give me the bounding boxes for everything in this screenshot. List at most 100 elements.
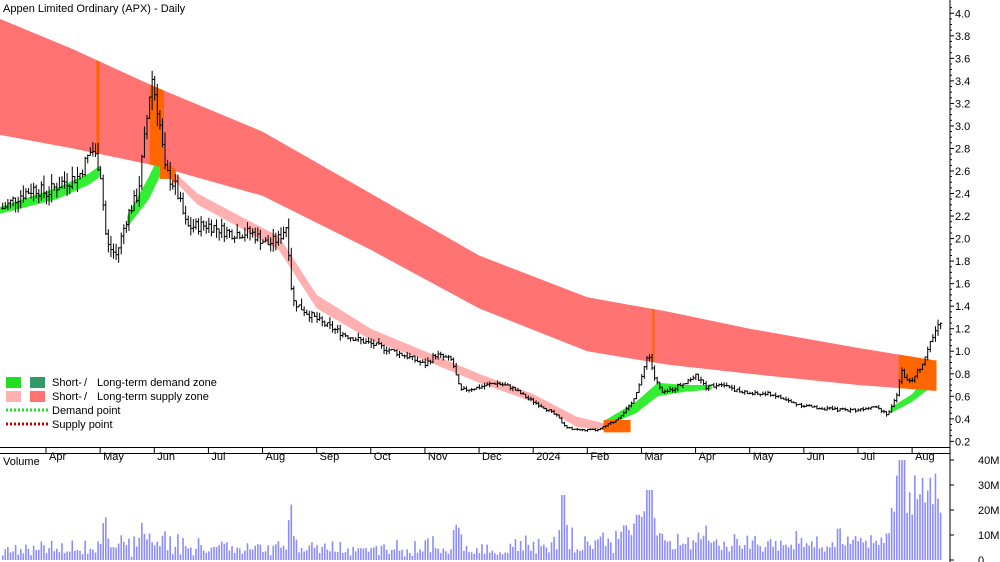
short-overlap-zone-0 [159, 165, 176, 185]
volume-bar [43, 545, 45, 560]
month-label: Apr [699, 451, 716, 463]
month-label: Jul [861, 451, 875, 463]
volume-bar [406, 549, 409, 560]
price-tick-label: 2.4 [955, 189, 970, 201]
volume-bar [880, 537, 883, 560]
volume-bar [148, 533, 151, 560]
volume-bar [816, 536, 818, 560]
volume-bar [664, 540, 666, 560]
volume-bar [318, 553, 321, 560]
volume-bar [558, 530, 561, 560]
volume-bar [890, 507, 893, 560]
volume-bar [262, 552, 264, 560]
volume-bar [790, 544, 792, 560]
volume-bar [731, 546, 733, 560]
legend-long-supply-label: Long-term supply zone [97, 391, 209, 403]
volume-bar [275, 544, 277, 560]
volume-bar [720, 549, 723, 560]
volume-bar [571, 527, 573, 560]
volume-bar [854, 535, 857, 560]
volume-bar [267, 545, 269, 560]
volume-bar [300, 547, 303, 560]
volume-bar [102, 523, 104, 560]
volume-bar [545, 547, 548, 560]
volume-bar [579, 551, 581, 560]
volume-bar [723, 541, 725, 560]
volume-bar [540, 546, 543, 560]
volume-bar [236, 547, 238, 560]
volume-bar [58, 552, 61, 560]
volume-bar [893, 511, 896, 560]
volume-bar [434, 548, 437, 560]
volume-bar [834, 547, 836, 560]
price-tick-label: 4.0 [955, 8, 970, 20]
volume-bar [883, 543, 885, 560]
volume-bar [182, 537, 184, 560]
legend-short-supply-label: Short- [52, 391, 82, 403]
volume-bar [499, 552, 501, 560]
volume-bar [762, 551, 764, 560]
volume-bar [4, 549, 7, 560]
volume-bar [524, 535, 527, 560]
volume-bar [84, 540, 86, 560]
volume-bar [715, 539, 718, 560]
volume-bar [504, 552, 506, 560]
supply-overlap-zone-1 [149, 84, 164, 169]
month-label: Aug [266, 451, 286, 463]
volume-bar [463, 550, 465, 560]
volume-bar [285, 549, 287, 560]
volume-bar [676, 533, 679, 560]
volume-bar [48, 548, 50, 560]
volume-bar [123, 541, 125, 560]
volume-bar [303, 551, 305, 560]
volume-bar [787, 547, 790, 560]
volume-bar [370, 548, 372, 560]
volume-bar [86, 553, 89, 560]
volume-bar [780, 540, 782, 560]
volume-bar [354, 551, 357, 560]
volume-bar [414, 541, 416, 560]
volume-bar [25, 544, 27, 560]
volume-bar [857, 541, 859, 560]
volume-bar [710, 542, 713, 560]
month-label: Mar [644, 451, 663, 463]
volume-bar [638, 514, 640, 560]
volume-bar [810, 541, 813, 560]
month-label: May [103, 451, 124, 463]
volume-bar [772, 546, 774, 560]
price-tick-label: 1.0 [955, 346, 970, 358]
volume-bar [831, 542, 834, 560]
volume-bar [481, 544, 483, 560]
volume-bar [687, 537, 689, 560]
volume-bar [360, 548, 362, 560]
month-label: Apr [49, 451, 66, 463]
volume-bar [514, 539, 517, 560]
volume-bar [635, 514, 638, 560]
volume-bar [135, 546, 138, 560]
volume-bar [161, 535, 164, 560]
volume-bar [586, 541, 589, 560]
volume-bar [416, 552, 419, 560]
volume-bar [220, 541, 223, 560]
volume-bar [509, 543, 512, 560]
volume-bar [89, 548, 92, 560]
price-tick-label: 3.2 [955, 98, 970, 110]
volume-bar [736, 538, 738, 560]
volume-bar [293, 536, 295, 560]
volume-bar [68, 551, 71, 560]
volume-bar [452, 530, 455, 560]
volume-bar [9, 552, 12, 560]
volume-bar [705, 525, 707, 560]
candles-layer [1, 70, 943, 432]
volume-bar [146, 539, 148, 560]
legend-swatch-short-demand [6, 377, 21, 388]
volume-bar [862, 542, 865, 560]
volume-bar [620, 531, 622, 560]
volume-bar [749, 548, 751, 560]
volume-bar [568, 549, 571, 560]
volume-bar [218, 544, 220, 560]
short-term-demand-zone-0 [0, 165, 101, 214]
legend-swatch-long-demand [30, 377, 45, 388]
volume-bar [71, 540, 74, 560]
volume-bar [246, 543, 249, 560]
